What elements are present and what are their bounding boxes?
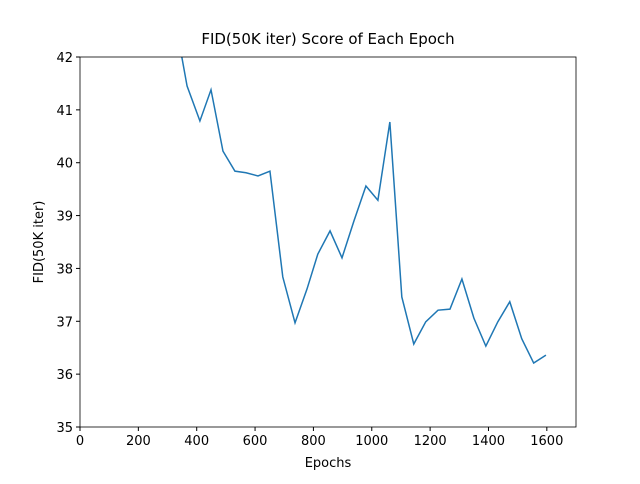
y-tick-label: 37	[56, 315, 73, 330]
chart-title: FID(50K iter) Score of Each Epoch	[201, 30, 454, 48]
plot-frame	[79, 56, 577, 428]
x-axis-label: Epochs	[305, 456, 352, 471]
y-tick-label: 36	[56, 368, 73, 383]
y-tick-label: 40	[56, 157, 73, 172]
y-tick-label: 38	[56, 262, 73, 277]
x-tick-label: 400	[184, 434, 209, 449]
y-tick-label: 42	[56, 51, 73, 66]
y-tick-label: 35	[56, 421, 73, 436]
x-tick-label: 1000	[355, 434, 388, 449]
y-tick-label: 41	[56, 104, 73, 119]
x-tick-label: 0	[76, 434, 84, 449]
x-tick-label: 1400	[472, 434, 505, 449]
x-tick-label: 600	[243, 434, 268, 449]
line	[181, 57, 547, 365]
x-tick-label: 800	[301, 434, 326, 449]
x-tick-label: 200	[126, 434, 151, 449]
x-tick-label: 1600	[530, 434, 563, 449]
x-tick-label: 1200	[414, 434, 447, 449]
y-axis-label: FID(50K iter)	[32, 201, 47, 284]
y-tick-label: 39	[56, 210, 73, 225]
